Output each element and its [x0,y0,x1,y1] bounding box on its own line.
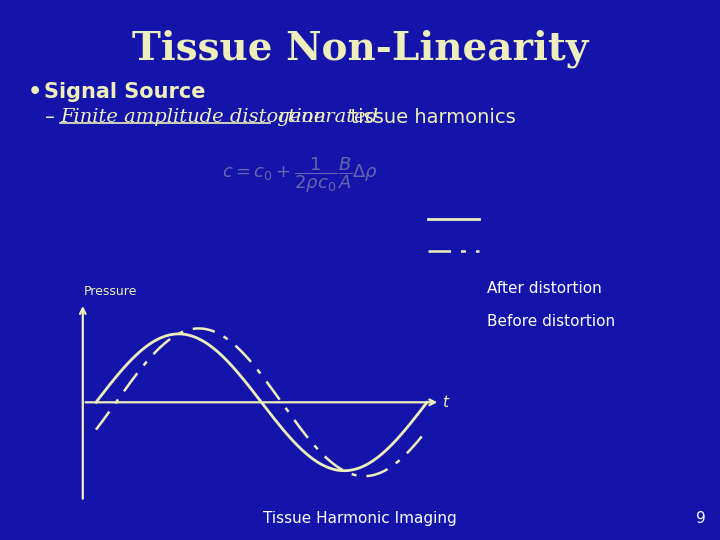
Text: –: – [45,108,55,127]
Text: •: • [28,82,42,102]
Text: Tissue Non-Linearity: Tissue Non-Linearity [132,30,588,69]
Text: 9: 9 [696,511,706,526]
Text: Pressure: Pressure [84,285,137,298]
Text: generated: generated [271,108,378,126]
Text: Tissue Harmonic Imaging: Tissue Harmonic Imaging [263,511,457,526]
Text: Signal Source: Signal Source [44,82,205,102]
Text: Before distortion: Before distortion [487,314,615,329]
Text: Finite amplitude distortion: Finite amplitude distortion [60,108,326,126]
Text: tissue harmonics: tissue harmonics [338,108,516,127]
Text: $c = c_0 + \dfrac{1}{2\rho c_0}\dfrac{B}{A}\Delta\rho$: $c = c_0 + \dfrac{1}{2\rho c_0}\dfrac{B}… [222,155,378,194]
Text: t: t [442,395,448,410]
Text: After distortion: After distortion [487,281,601,296]
